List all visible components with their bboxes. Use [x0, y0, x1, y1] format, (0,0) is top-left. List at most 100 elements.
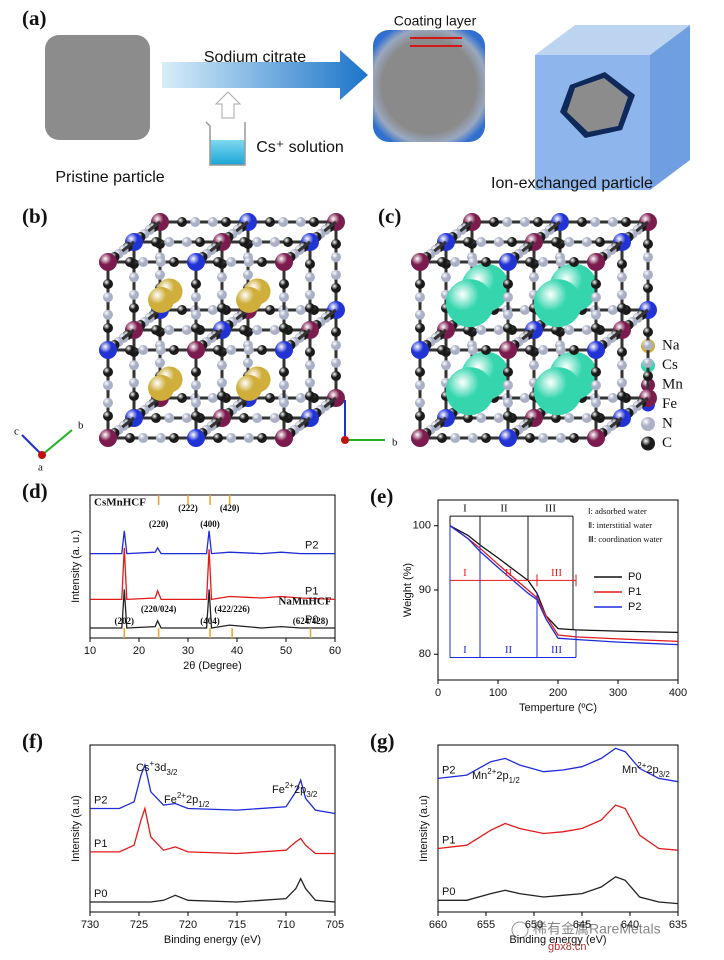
- metal-atom: [187, 253, 205, 271]
- ligand-atom: [617, 303, 627, 313]
- ligand-atom: [305, 377, 315, 388]
- metal-atom: [99, 341, 117, 359]
- ligand-atom: [138, 433, 149, 443]
- series-line: [90, 877, 336, 903]
- x-tick-label: 715: [228, 919, 246, 931]
- stage-label: I: [463, 503, 467, 515]
- ligand-atom: [493, 413, 504, 423]
- axis-label: a: [38, 462, 43, 474]
- ligand-atom: [463, 237, 473, 247]
- ligand-atom: [138, 257, 149, 267]
- ligand-atom: [243, 257, 254, 267]
- ligand-atom: [177, 305, 187, 315]
- panel-label: (d): [22, 479, 48, 503]
- panel-label: (e): [370, 484, 393, 508]
- ligand-atom: [503, 380, 513, 391]
- x-tick-label: 640: [621, 919, 639, 931]
- reference-label: (222): [178, 503, 198, 513]
- reference-label: (220): [149, 519, 169, 529]
- pristine-text: Pristine particle: [55, 169, 164, 186]
- ligand-atom: [221, 217, 231, 227]
- metal-atom: [587, 429, 605, 447]
- ligand-atom: [331, 371, 341, 381]
- panel-label: (c): [378, 204, 401, 228]
- ligand-atom: [226, 433, 237, 443]
- annotation-part: 2p: [294, 784, 306, 796]
- ligand-atom: [503, 367, 513, 377]
- stage-label: I: [463, 644, 467, 656]
- ligand-atom: [507, 237, 517, 247]
- ligand-atom: [279, 411, 289, 421]
- stage-note: Ⅲ: coordination water: [588, 534, 662, 544]
- ligand-atom: [591, 279, 601, 289]
- plot-frame: [437, 744, 679, 913]
- x-tick-label: 300: [609, 687, 627, 699]
- x-tick-label: 710: [277, 919, 295, 931]
- panel-label: (f): [22, 729, 43, 753]
- series-line: [90, 762, 336, 815]
- reference-label: (220/024): [141, 604, 177, 614]
- x-tick-label: 60: [329, 645, 341, 657]
- ligand-atom: [331, 340, 341, 351]
- ligand-atom: [265, 305, 275, 315]
- metal-atom: [411, 253, 429, 271]
- ligand-atom: [595, 237, 605, 247]
- ligand-atom: [555, 257, 566, 267]
- annotation-part: Mn: [622, 764, 637, 776]
- axis-label: c: [14, 426, 19, 438]
- ligand-atom: [191, 279, 201, 289]
- ligand-atom: [481, 345, 491, 355]
- up-arrow: [214, 91, 242, 119]
- guest-atom: [148, 286, 175, 313]
- ligand-atom: [415, 367, 425, 377]
- y-axis-label: Weight (%): [402, 563, 414, 617]
- annotation-part: 3d: [154, 762, 166, 774]
- x-tick-label: 705: [326, 919, 344, 931]
- ligand-atom: [643, 239, 653, 249]
- ligand-atom: [103, 323, 113, 333]
- legend-atom: [641, 417, 655, 431]
- ligand-atom: [503, 292, 513, 303]
- ligand-atom: [217, 303, 227, 313]
- annotation-part: 2+: [637, 761, 646, 770]
- ligand-atom: [551, 413, 561, 423]
- ligand-atom: [503, 411, 513, 421]
- ligand-atom: [265, 217, 275, 227]
- ligand-atom: [207, 217, 218, 227]
- plot-frame: [89, 494, 336, 639]
- ligand-atom: [191, 323, 201, 333]
- annotation-part: 3/2: [659, 770, 671, 779]
- y-axis-label: Intensity (a. u.): [70, 530, 82, 603]
- legend-label: P0: [628, 571, 641, 583]
- ligand-atom: [213, 433, 223, 443]
- ligand-atom: [441, 360, 451, 371]
- beaker: [205, 121, 246, 166]
- legend-label: Cs: [662, 357, 678, 373]
- series-label: P1: [305, 585, 318, 597]
- ligand-atom: [169, 257, 179, 267]
- ligand-atom: [591, 323, 601, 333]
- series-label: P1: [94, 838, 107, 850]
- ligand-atom: [441, 272, 451, 283]
- guest-atom: [445, 279, 494, 328]
- ligand-atom: [555, 345, 566, 355]
- peak-annotation: Cs+3d3/2: [136, 759, 178, 777]
- ligand-atom: [331, 239, 341, 249]
- ligand-atom: [252, 325, 263, 335]
- y-tick-label: 80: [419, 648, 431, 660]
- ligand-atom: [243, 433, 254, 443]
- ligand-atom: [191, 292, 201, 303]
- guest-atom: [148, 374, 175, 401]
- ligand-atom: [581, 325, 592, 335]
- ligand-atom: [191, 380, 201, 391]
- ligand-atom: [467, 433, 478, 443]
- ligand-atom: [226, 257, 237, 267]
- y-axis-label: Intensity (a.u): [418, 795, 430, 862]
- stage-label: I: [463, 567, 467, 579]
- plot-frame: [89, 744, 336, 913]
- ligand-atom: [190, 217, 201, 227]
- series-label: P2: [94, 794, 107, 806]
- ligand-atom: [213, 345, 223, 355]
- metal-atom: [99, 253, 117, 271]
